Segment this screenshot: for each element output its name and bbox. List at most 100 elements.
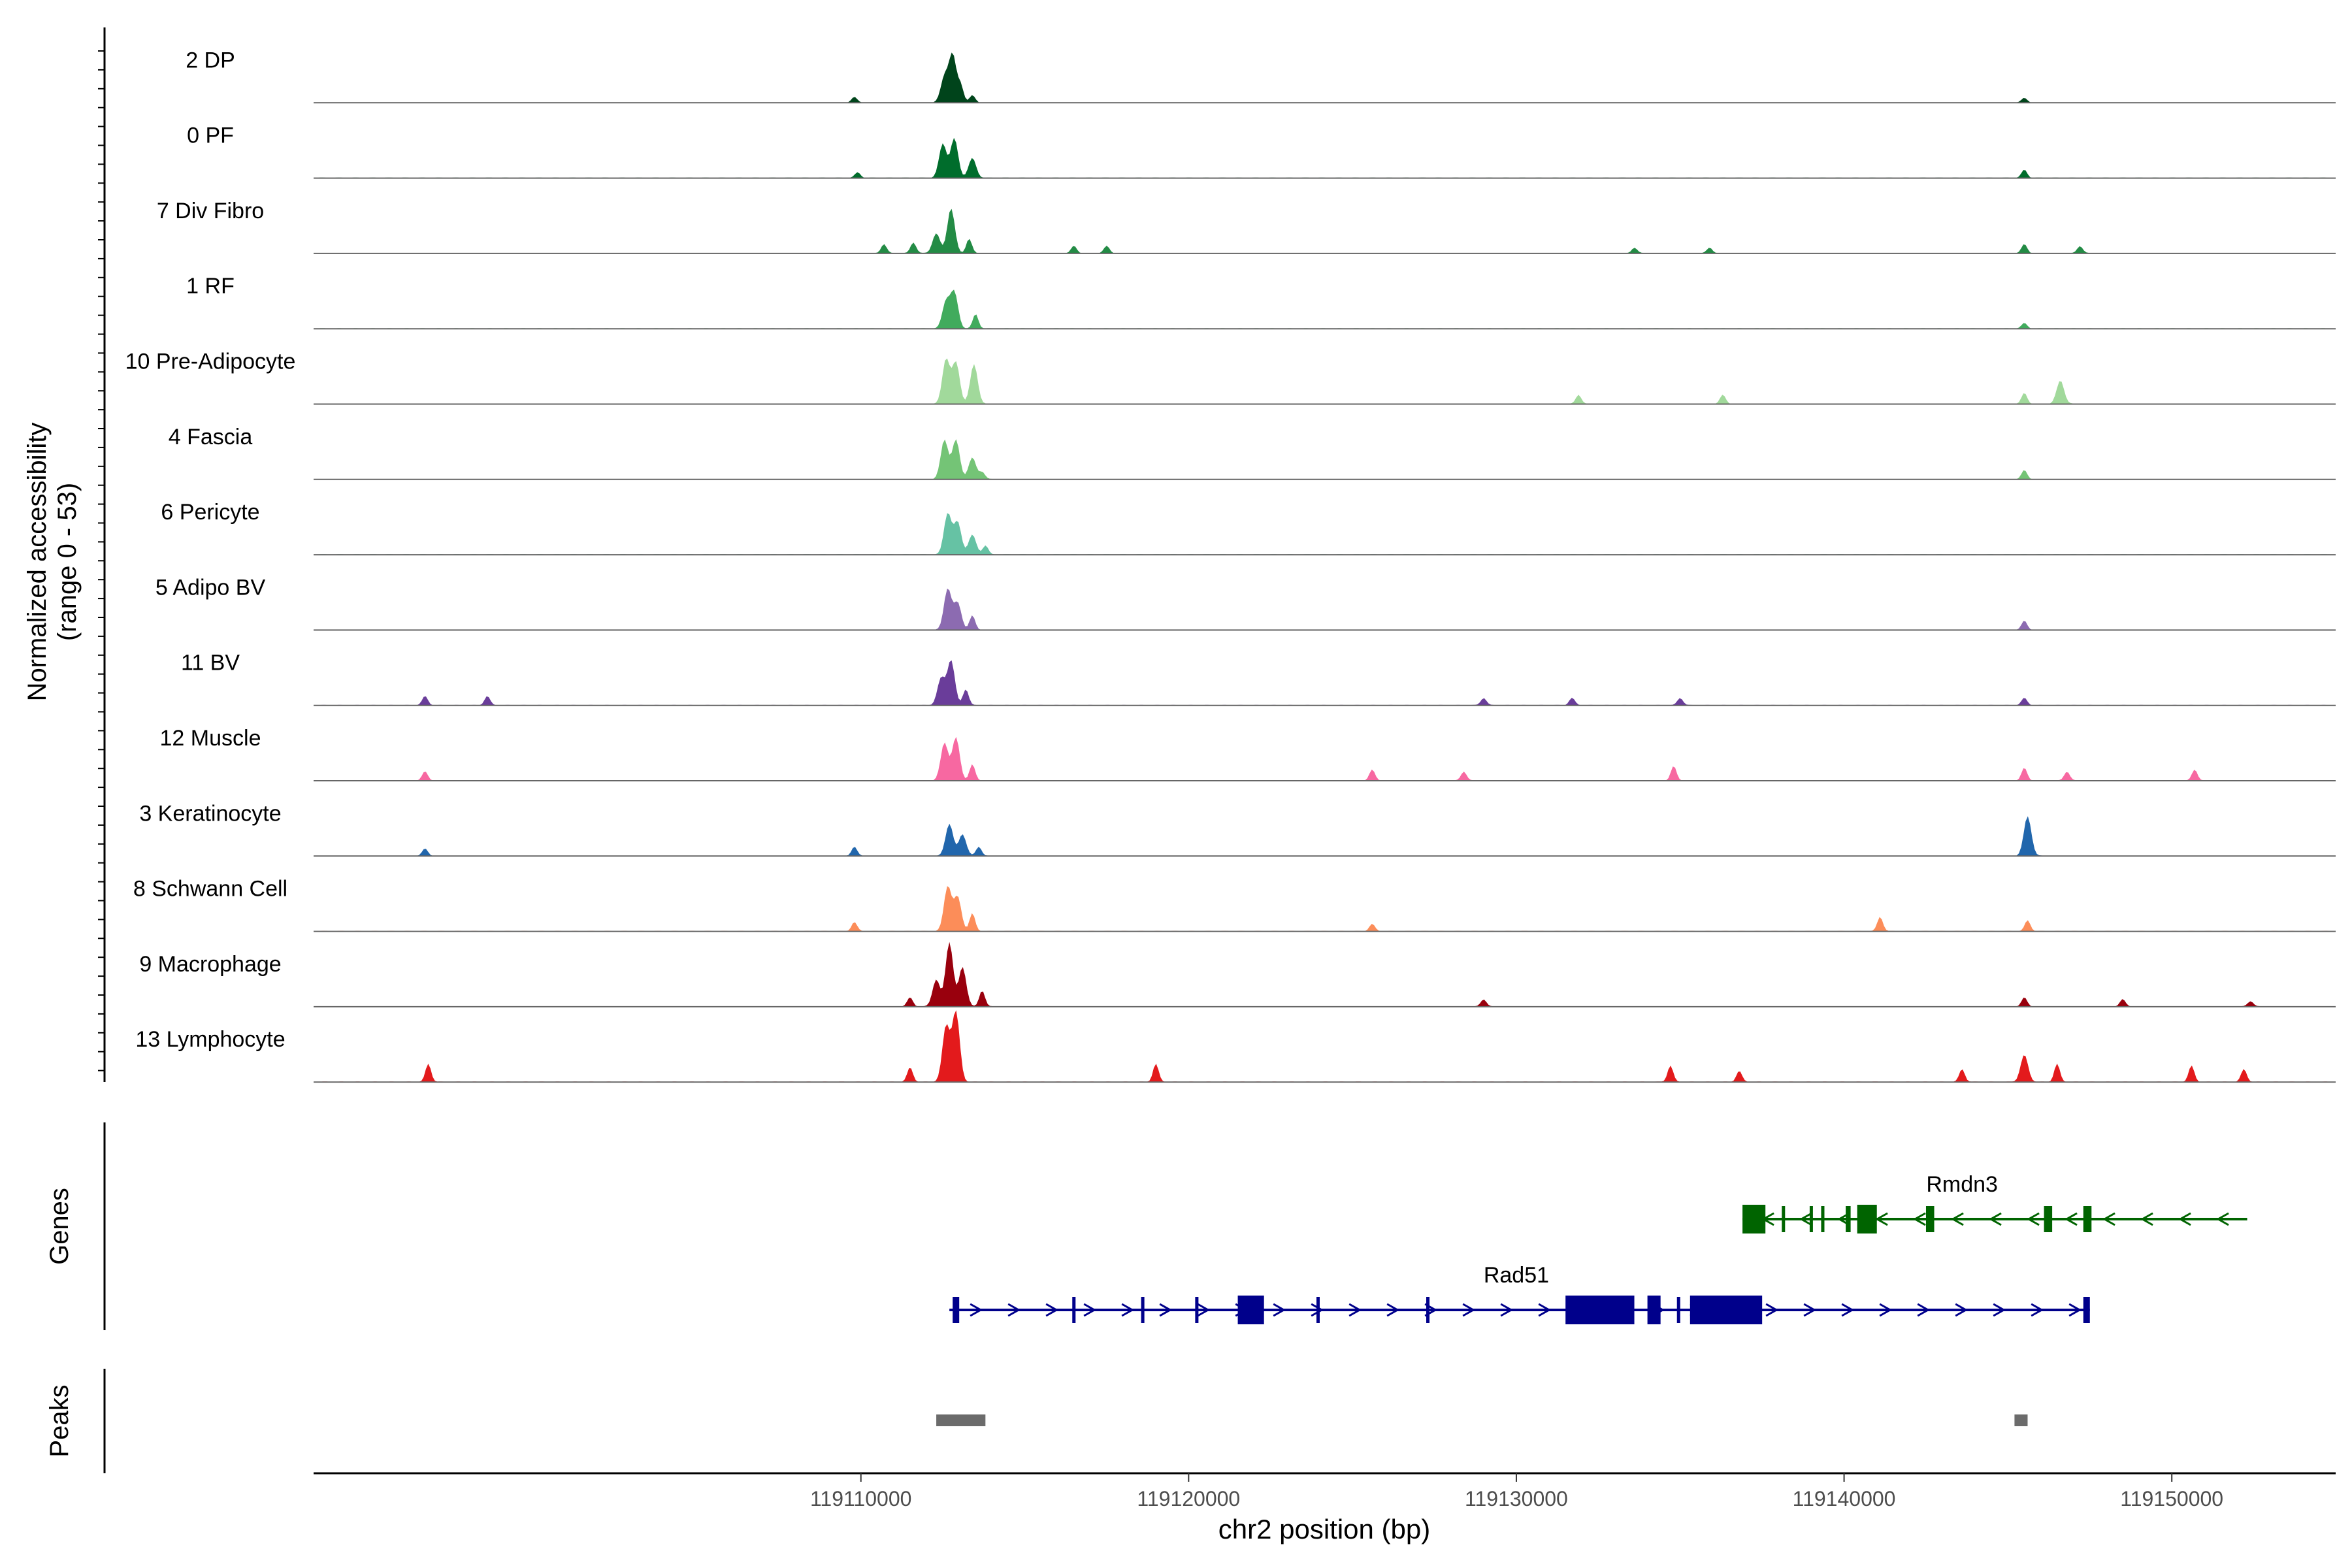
strand-arrow (1993, 1303, 2006, 1317)
exon (1690, 1296, 1763, 1324)
x-tick-label: 119110000 (810, 1487, 911, 1511)
gene-label: Rmdn3 (1926, 1172, 1998, 1197)
track-coverage-area (314, 138, 2336, 178)
track-label: 2 DP (186, 48, 235, 73)
exon (1809, 1206, 1813, 1232)
strand-arrow (2102, 1212, 2115, 1226)
x-axis-ticks: 119110000 119120000 119130000 119140000 1191… (810, 1473, 2223, 1511)
y-axis-label-line2: (range 0 - 53) (53, 483, 82, 641)
strand-arrow (2178, 1212, 2191, 1226)
track-12: 9 Macrophage (139, 941, 2336, 1007)
track-coverage-area (314, 816, 2336, 857)
exon (1647, 1296, 1661, 1324)
track-label: 13 Lymphocyte (135, 1027, 285, 1052)
gene-Rad51: Rad51 (949, 1263, 2090, 1324)
strand-arrow (2065, 1212, 2078, 1226)
strand-arrow (2031, 1303, 2044, 1317)
peak-region (2014, 1414, 2028, 1426)
strand-arrow (1799, 1212, 1812, 1226)
exon (1782, 1206, 1786, 1232)
strand-arrow (1989, 1212, 2002, 1226)
coverage-tracks: 2 DP 0 PF 7 Div Fibro 1 RF 10 Pre-Adipocyte 4… (125, 48, 2336, 1083)
strand-arrow (1803, 1303, 1817, 1317)
strand-arrow (2068, 1303, 2082, 1317)
track-10: 3 Keratinocyte (139, 801, 2336, 857)
track-7: 5 Adipo BV (155, 575, 2336, 631)
track-3: 1 RF (186, 274, 2336, 330)
x-tick-label: 119140000 (1793, 1487, 1896, 1511)
track-coverage-area (314, 208, 2336, 253)
track-0: 2 DP (186, 48, 2336, 104)
track-label: 11 BV (181, 651, 240, 676)
strand-arrow (1007, 1303, 1021, 1317)
y-axis-label-line1: Normalized accessibility (23, 423, 52, 702)
track-coverage-area (314, 52, 2336, 103)
track-coverage-area (314, 289, 2336, 329)
track-label: 0 PF (187, 123, 234, 148)
strand-arrow (1083, 1303, 1097, 1317)
strand-arrow (1765, 1303, 1779, 1317)
x-tick-label: 119150000 (2120, 1487, 2223, 1511)
y-axis-label: Normalized accessibility (range 0 - 53) (23, 423, 82, 702)
track-label: 8 Schwann Cell (133, 877, 287, 902)
track-coverage-area (314, 886, 2336, 932)
coverage-y-ticks (98, 50, 105, 1071)
gene-models: Rmdn3 Rad51 (949, 1172, 2247, 1324)
exon (1195, 1297, 1199, 1323)
track-label: 1 RF (186, 274, 235, 299)
track-5: 4 Fascia (169, 425, 2336, 480)
strand-arrow (1917, 1303, 1931, 1317)
strand-arrow (1121, 1303, 1135, 1317)
strand-arrow (1348, 1303, 1362, 1317)
strand-arrow (1913, 1212, 1926, 1226)
track-11: 8 Schwann Cell (133, 877, 2336, 932)
track-coverage-area (314, 358, 2336, 404)
track-label: 7 Div Fibro (157, 199, 264, 223)
track-4: 10 Pre-Adipocyte (125, 350, 2336, 405)
track-coverage-area (314, 736, 2336, 781)
strand-arrow (970, 1303, 983, 1317)
exon (1676, 1297, 1680, 1323)
peaks-panel-label: Peaks (45, 1384, 74, 1457)
exon (2083, 1297, 2090, 1323)
strand-arrow (1045, 1303, 1059, 1317)
peak-regions (936, 1414, 2028, 1426)
strand-arrow (2140, 1212, 2153, 1226)
exon (1742, 1205, 1766, 1233)
strand-arrow (1955, 1303, 1968, 1317)
exon (1316, 1297, 1320, 1323)
gene-Rmdn3: Rmdn3 (1742, 1172, 2247, 1233)
track-coverage-area (314, 941, 2336, 1007)
exon (1237, 1296, 1264, 1324)
exon (2044, 1206, 2053, 1232)
peak-region (936, 1414, 986, 1426)
track-13: 13 Lymphocyte (135, 1010, 2336, 1083)
track-8: 11 BV (181, 651, 2336, 706)
strand-arrow (1311, 1303, 1324, 1317)
track-coverage-area (314, 439, 2336, 480)
x-tick-label: 119130000 (1465, 1487, 1568, 1511)
exon (1846, 1206, 1851, 1232)
track-9: 12 Muscle (160, 726, 2336, 781)
exon (1821, 1206, 1825, 1232)
exon (953, 1297, 960, 1323)
strand-arrow (1875, 1212, 1888, 1226)
strand-arrow (1500, 1303, 1514, 1317)
exon (1141, 1297, 1145, 1323)
track-label: 10 Pre-Adipocyte (125, 350, 296, 374)
strand-arrow (1462, 1303, 1476, 1317)
exon (1565, 1296, 1635, 1324)
strand-arrow (1197, 1303, 1211, 1317)
strand-arrow (1538, 1303, 1552, 1317)
strand-arrow (1159, 1303, 1173, 1317)
track-coverage-area (314, 1010, 2336, 1083)
exon (1426, 1297, 1430, 1323)
strand-arrow (1841, 1303, 1855, 1317)
strand-arrow (2027, 1212, 2040, 1226)
exon (2083, 1206, 2092, 1232)
track-label: 3 Keratinocyte (139, 801, 281, 826)
exon (1857, 1205, 1877, 1233)
strand-arrow (1273, 1303, 1286, 1317)
track-coverage-area (314, 513, 2336, 555)
